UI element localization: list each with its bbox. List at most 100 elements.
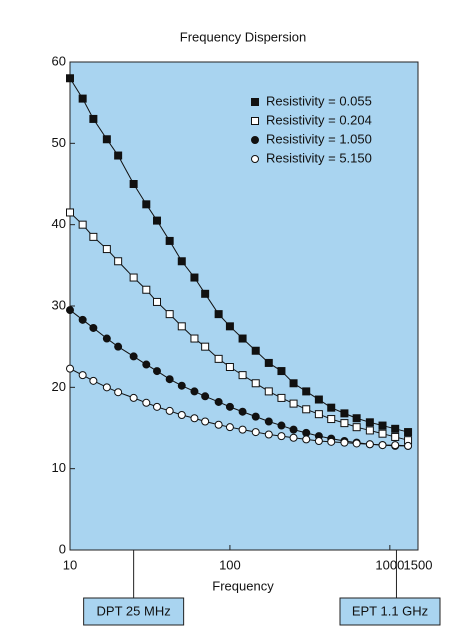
- marker: [225, 322, 234, 331]
- marker: [238, 334, 247, 343]
- marker: [327, 437, 336, 446]
- marker: [378, 421, 387, 430]
- annotation-box: [83, 597, 185, 626]
- legend-label: Resistivity = 1.050: [266, 131, 372, 146]
- marker: [277, 432, 286, 441]
- marker: [340, 419, 349, 428]
- y-tick-label: 60: [52, 53, 66, 68]
- marker: [314, 395, 323, 404]
- marker: [214, 420, 223, 429]
- marker: [190, 334, 199, 343]
- marker: [201, 392, 210, 401]
- marker: [66, 306, 74, 315]
- legend-marker: [251, 155, 259, 163]
- legend-label: Resistivity = 0.204: [266, 112, 372, 127]
- marker: [142, 200, 151, 209]
- marker: [225, 363, 234, 371]
- marker: [264, 430, 273, 439]
- marker: [201, 289, 210, 298]
- x-tick-label: 10: [63, 557, 77, 572]
- annotation-text: DPT 25 MHz: [97, 603, 171, 618]
- marker: [238, 407, 247, 416]
- marker: [251, 412, 260, 421]
- marker: [165, 406, 174, 415]
- series-line: [69, 368, 409, 447]
- marker: [78, 94, 87, 103]
- plot-background: [69, 61, 419, 551]
- marker: [378, 429, 387, 438]
- marker: [114, 342, 123, 351]
- marker: [302, 435, 311, 444]
- marker: [314, 437, 323, 446]
- marker: [277, 367, 286, 376]
- marker: [177, 410, 186, 419]
- y-tick-label: 20: [52, 379, 66, 394]
- marker: [289, 379, 298, 388]
- marker: [352, 439, 361, 448]
- marker: [165, 236, 174, 245]
- marker: [225, 423, 234, 432]
- marker: [153, 216, 162, 225]
- marker: [289, 425, 298, 434]
- marker: [404, 441, 413, 450]
- marker: [264, 387, 273, 396]
- marker: [327, 415, 336, 424]
- marker: [129, 180, 138, 188]
- marker: [142, 285, 151, 294]
- marker: [190, 387, 199, 396]
- marker: [190, 414, 199, 423]
- series-line: [69, 309, 409, 447]
- marker: [190, 273, 199, 282]
- marker: [165, 310, 174, 319]
- legend-marker: [251, 117, 259, 125]
- x-tick-label: 1500: [404, 557, 433, 572]
- marker: [129, 393, 138, 402]
- marker: [340, 438, 349, 447]
- marker: [302, 428, 311, 437]
- marker: [391, 432, 400, 441]
- legend-marker: [251, 136, 259, 144]
- marker: [365, 426, 374, 435]
- marker: [378, 441, 387, 450]
- series-line: [69, 78, 409, 433]
- marker: [302, 405, 311, 414]
- marker: [365, 418, 374, 427]
- marker: [404, 428, 413, 437]
- y-tick-label: 0: [59, 541, 66, 556]
- marker: [153, 402, 162, 411]
- marker: [177, 257, 186, 266]
- marker: [66, 364, 74, 373]
- marker: [289, 433, 298, 442]
- marker: [327, 403, 336, 412]
- marker: [201, 417, 210, 426]
- marker: [114, 151, 123, 160]
- y-tick-label: 50: [52, 135, 66, 150]
- marker: [264, 417, 273, 426]
- legend-label: Resistivity = 5.150: [266, 150, 372, 165]
- marker: [153, 297, 162, 306]
- marker: [214, 354, 223, 363]
- y-tick-label: 10: [52, 460, 66, 475]
- marker: [340, 409, 349, 418]
- marker: [214, 397, 223, 406]
- marker: [391, 424, 400, 433]
- marker: [391, 441, 400, 450]
- marker: [277, 421, 286, 430]
- marker: [314, 410, 323, 419]
- marker: [251, 346, 260, 355]
- x-tick-label: 100: [219, 557, 241, 572]
- series-line: [69, 212, 409, 441]
- marker: [114, 388, 123, 397]
- chart-title: Frequency Dispersion: [180, 29, 306, 44]
- marker: [129, 273, 138, 282]
- marker: [66, 208, 74, 217]
- marker: [153, 367, 162, 376]
- marker: [177, 322, 186, 331]
- marker: [201, 342, 210, 351]
- marker: [352, 423, 361, 432]
- annotation-box: [339, 597, 441, 626]
- legend-marker: [251, 98, 259, 106]
- marker: [264, 358, 273, 367]
- marker: [142, 398, 151, 407]
